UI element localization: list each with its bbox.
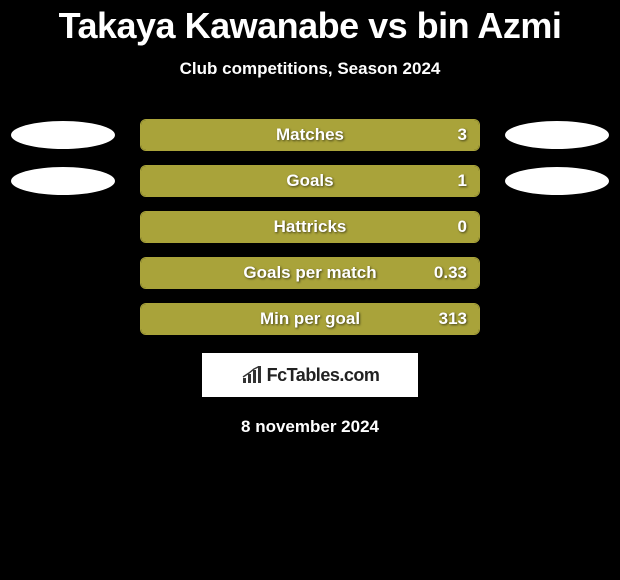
logo-box: FcTables.com <box>202 353 418 397</box>
page-title: Takaya Kawanabe vs bin Azmi <box>0 5 620 47</box>
stat-value: 0 <box>458 217 467 237</box>
stat-bar: Goals 1 <box>140 165 480 197</box>
stat-row: Goals per match 0.33 <box>0 257 620 289</box>
barchart-icon <box>241 366 263 384</box>
stat-row: Goals 1 <box>0 165 620 197</box>
right-ellipse-icon <box>505 121 609 149</box>
stat-value: 3 <box>458 125 467 145</box>
stat-bar: Min per goal 313 <box>140 303 480 335</box>
stat-value: 1 <box>458 171 467 191</box>
stats-rows: Matches 3 Goals 1 Hattricks 0 <box>0 119 620 335</box>
stat-row: Min per goal 313 <box>0 303 620 335</box>
stat-label: Hattricks <box>274 217 347 237</box>
left-ellipse-icon <box>11 167 115 195</box>
logo-text: FcTables.com <box>267 365 380 386</box>
stat-bar: Matches 3 <box>140 119 480 151</box>
stat-value: 0.33 <box>434 263 467 283</box>
logo: FcTables.com <box>241 365 380 386</box>
comparison-infographic: Takaya Kawanabe vs bin Azmi Club competi… <box>0 0 620 437</box>
stat-value: 313 <box>439 309 467 329</box>
stat-bar: Hattricks 0 <box>140 211 480 243</box>
date-label: 8 november 2024 <box>0 417 620 437</box>
stat-label: Goals <box>286 171 333 191</box>
stat-row: Hattricks 0 <box>0 211 620 243</box>
left-ellipse-icon <box>11 121 115 149</box>
subtitle: Club competitions, Season 2024 <box>0 59 620 79</box>
right-ellipse-icon <box>505 167 609 195</box>
stat-label: Goals per match <box>243 263 376 283</box>
stat-row: Matches 3 <box>0 119 620 151</box>
stat-bar: Goals per match 0.33 <box>140 257 480 289</box>
stat-label: Matches <box>276 125 344 145</box>
stat-label: Min per goal <box>260 309 360 329</box>
